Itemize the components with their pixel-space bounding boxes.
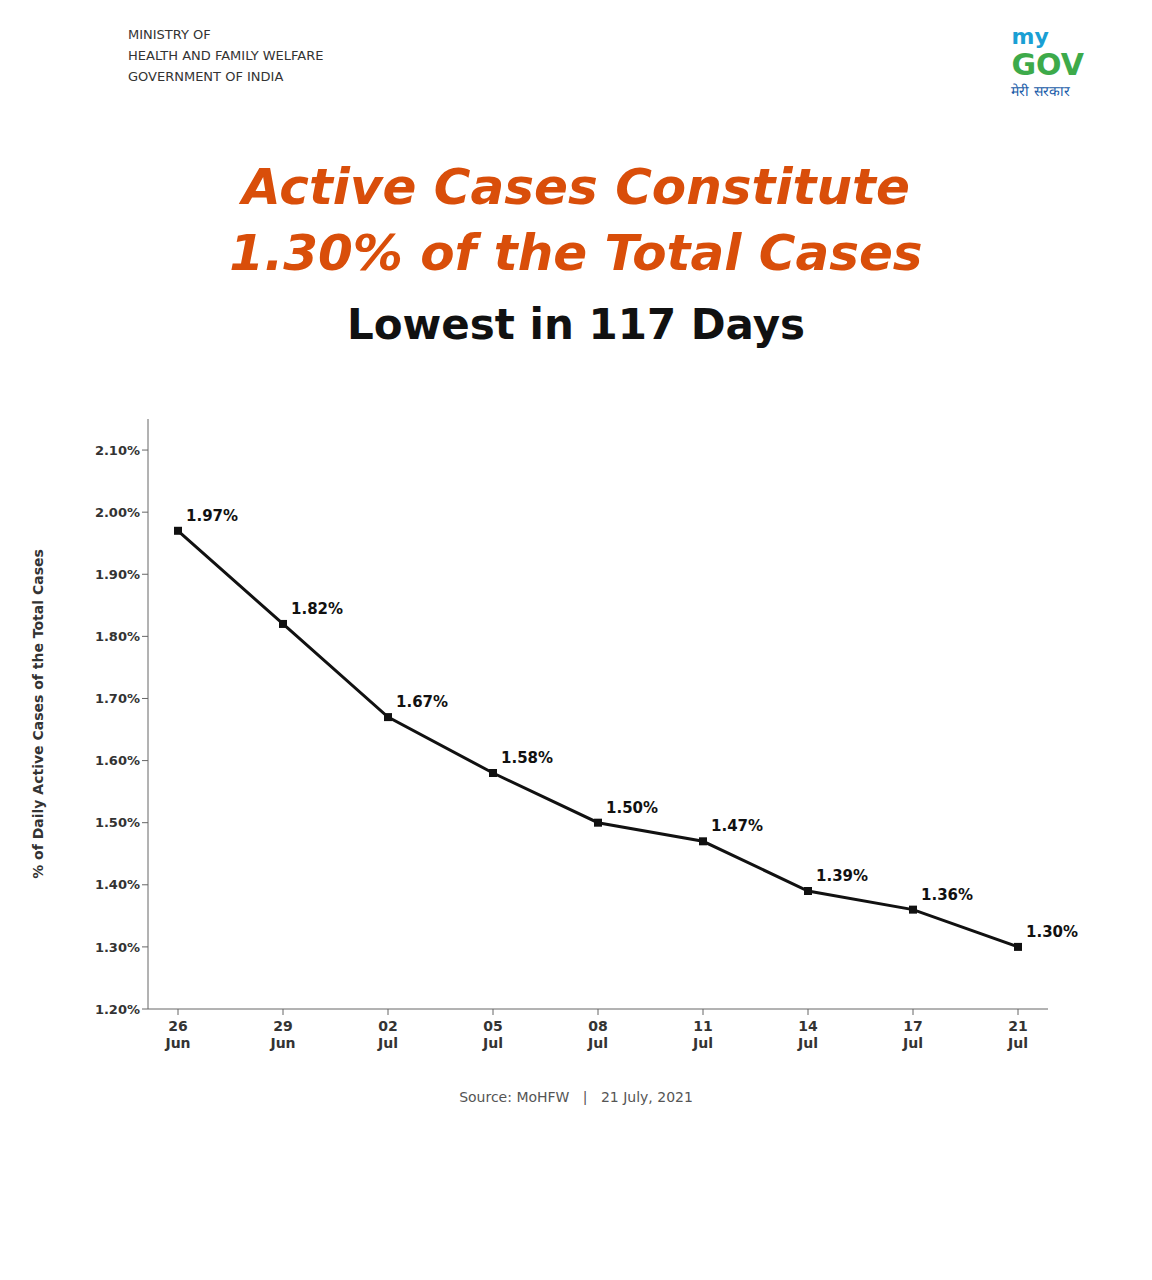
svg-text:1.58%: 1.58% (501, 749, 553, 767)
svg-text:1.80%: 1.80% (95, 629, 140, 644)
svg-text:29Jun: 29Jun (269, 1018, 295, 1051)
svg-text:11Jul: 11Jul (692, 1018, 713, 1051)
svg-text:1.97%: 1.97% (186, 507, 238, 525)
html-text:GOV: GOV (1011, 47, 1084, 82)
svg-text:05Jul: 05Jul (482, 1018, 503, 1051)
svg-text:1.39%: 1.39% (816, 867, 868, 885)
svg-text:26Jun: 26Jun (164, 1018, 190, 1051)
html-text:Active Cases Constitute 1.30%: Active Cases Constitute 1.30% of the Tot… (229, 158, 923, 282)
html-text:my: my (1011, 24, 1049, 49)
svg-text:1.36%: 1.36% (921, 886, 973, 904)
svg-text:1.50%: 1.50% (606, 799, 658, 817)
svg-text:14Jul: 14Jul (797, 1018, 818, 1051)
svg-text:% of Daily Active Cases of the: % of Daily Active Cases of the Total Cas… (30, 549, 46, 879)
html-text:Lowest in 117 Days: Lowest in 117 Days (346, 300, 805, 349)
svg-text:1.47%: 1.47% (711, 817, 763, 835)
svg-text:1.20%: 1.20% (95, 1002, 140, 1017)
svg-text:08Jul: 08Jul (587, 1018, 608, 1051)
svg-text:1.70%: 1.70% (95, 691, 140, 706)
svg-text:1.30%: 1.30% (95, 940, 140, 955)
svg-text:21Jul: 21Jul (1007, 1018, 1028, 1051)
html-text:MINISTRY OF HEALTH AND FAMILY: MINISTRY OF HEALTH AND FAMILY WELFARE GO… (128, 27, 324, 84)
html-text:Source: MoHFW | 21 July, 2021: Source: MoHFW | 21 July, 2021 (459, 1089, 693, 1105)
svg-text:1.67%: 1.67% (396, 693, 448, 711)
html-text:मेरी सरकार: मेरी सरकार (1011, 83, 1070, 99)
svg-text:2.00%: 2.00% (95, 505, 140, 520)
svg-text:1.90%: 1.90% (95, 567, 140, 582)
svg-text:17Jul: 17Jul (902, 1018, 923, 1051)
svg-text:2.10%: 2.10% (95, 443, 140, 458)
svg-text:02Jul: 02Jul (377, 1018, 398, 1051)
svg-text:1.50%: 1.50% (95, 815, 140, 830)
svg-text:1.60%: 1.60% (95, 753, 140, 768)
svg-text:1.30%: 1.30% (1026, 923, 1078, 941)
svg-text:1.82%: 1.82% (291, 600, 343, 618)
svg-text:1.40%: 1.40% (95, 877, 140, 892)
